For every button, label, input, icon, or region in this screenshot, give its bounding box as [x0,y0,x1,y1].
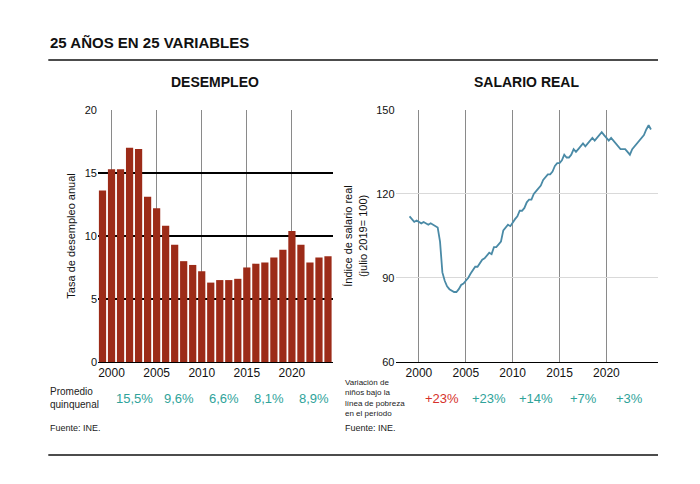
svg-text:120: 120 [376,188,394,200]
svg-text:Variación deniños bajo lalínea: Variación deniños bajo lalínea de pobrez… [345,378,405,418]
svg-text:2005: 2005 [452,366,479,380]
svg-text:8,1%: 8,1% [254,391,284,406]
svg-text:2000: 2000 [406,366,433,380]
svg-text:20: 20 [85,104,97,116]
svg-text:2015: 2015 [546,366,573,380]
svg-text:+14%: +14% [519,391,553,406]
svg-text:8,9%: 8,9% [299,391,329,406]
svg-text:2010: 2010 [188,366,215,380]
svg-text:2005: 2005 [143,366,170,380]
svg-text:+23%: +23% [472,391,506,406]
svg-text:25 AÑOS EN 25 VARIABLES: 25 AÑOS EN 25 VARIABLES [50,34,249,51]
svg-text:+7%: +7% [570,391,597,406]
svg-text:2020: 2020 [279,366,306,380]
svg-text:2010: 2010 [499,366,526,380]
svg-text:2020: 2020 [593,366,620,380]
svg-text:0: 0 [91,356,97,368]
svg-text:Fuente: INE.: Fuente: INE. [345,423,396,433]
svg-text:DESEMPLEO: DESEMPLEO [171,74,259,90]
svg-text:+23%: +23% [425,391,459,406]
svg-text:+3%: +3% [616,391,643,406]
svg-text:15,5%: 15,5% [116,391,153,406]
svg-text:60: 60 [382,356,394,368]
svg-text:90: 90 [382,272,394,284]
svg-text:Tasa de desempleo anual: Tasa de desempleo anual [65,173,77,298]
svg-text:2015: 2015 [233,366,260,380]
svg-text:10: 10 [85,230,97,242]
svg-text:6,6%: 6,6% [209,391,239,406]
svg-text:SALARIO REAL: SALARIO REAL [474,74,579,90]
svg-text:Índice de salario real(julio 2: Índice de salario real(julio 2019= 100) [342,185,368,287]
svg-text:Fuente: INE.: Fuente: INE. [50,423,101,433]
svg-text:15: 15 [85,167,97,179]
svg-text:9,6%: 9,6% [164,391,194,406]
svg-text:2000: 2000 [98,366,125,380]
svg-text:150: 150 [376,104,394,116]
svg-text:5: 5 [91,293,97,305]
svg-text:Promedioquinquenal: Promedioquinquenal [50,386,99,410]
